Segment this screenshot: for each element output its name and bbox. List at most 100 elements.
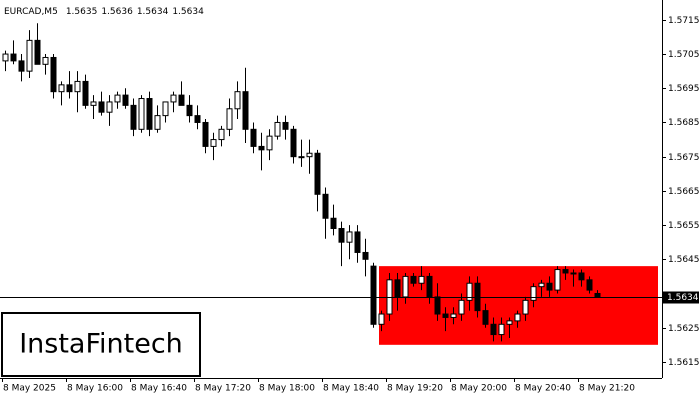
candle-body <box>2 53 9 62</box>
candle-body <box>106 101 113 113</box>
candle-body <box>338 228 345 243</box>
candle-body <box>66 84 73 93</box>
logo-box <box>1 312 201 377</box>
candle-body <box>186 104 193 117</box>
candle-body <box>234 91 241 110</box>
candle-body <box>570 272 577 275</box>
candle-body <box>282 121 289 130</box>
candle-body <box>530 286 537 301</box>
candle-body <box>322 193 329 219</box>
candle-body <box>90 101 97 106</box>
candle-body <box>194 115 201 123</box>
candle-body <box>482 310 489 325</box>
candle-body <box>370 265 377 325</box>
candle-body <box>18 60 25 72</box>
candle-body <box>10 53 17 62</box>
candle-body <box>162 101 169 117</box>
x-tick-label: 8 May 20:40 <box>515 384 571 394</box>
x-tick-label: 8 May 16:00 <box>67 384 123 394</box>
candle-body <box>210 139 217 147</box>
candle-body <box>386 279 393 315</box>
candle-body <box>154 115 161 130</box>
candle-body <box>490 323 497 336</box>
x-tick-label: 8 May 17:20 <box>195 384 251 394</box>
chart-title: EURCAD,M5 1.5635 1.5636 1.5634 1.5634 <box>4 7 204 17</box>
candle-body <box>98 101 105 113</box>
candle-body <box>26 39 33 72</box>
y-tick-label: 1.5695 <box>668 84 700 94</box>
candle-body <box>402 275 409 298</box>
candle-body <box>362 251 369 260</box>
candle-body <box>474 282 481 312</box>
symbol: EURCAD,M5 <box>4 7 58 17</box>
y-tick-label: 1.5655 <box>668 221 700 231</box>
x-tick-label: 8 May 2025 <box>3 384 56 394</box>
candle-body <box>578 272 585 281</box>
candle-body <box>434 296 441 315</box>
last-close: 1.5634 <box>172 7 204 17</box>
last-open: 1.5635 <box>66 7 98 17</box>
candle-body <box>130 104 137 130</box>
candle-body <box>170 94 177 103</box>
candle-body <box>306 152 313 158</box>
candle-body <box>410 275 417 284</box>
candle-body <box>442 313 449 318</box>
y-tick-label: 1.5715 <box>668 16 700 26</box>
candle-body <box>42 56 49 65</box>
logo: InstaFintech <box>19 329 183 360</box>
y-tick-label: 1.5615 <box>668 358 700 368</box>
y-tick-label: 1.5705 <box>668 50 700 60</box>
candle-body <box>514 313 521 322</box>
candle-body <box>298 156 305 159</box>
zone-layer <box>379 266 658 345</box>
candle-body <box>274 121 281 137</box>
candle-body <box>498 323 505 336</box>
candle-body <box>522 299 529 315</box>
candle-body <box>218 128 225 141</box>
candle-body <box>378 313 385 325</box>
candle-body <box>122 94 129 106</box>
price-label: 1.5634 <box>667 293 699 303</box>
candle-body <box>202 121 209 147</box>
candle-body <box>290 128 297 158</box>
candle-body <box>418 275 425 284</box>
y-tick-label: 1.5675 <box>668 153 700 163</box>
candle-body <box>546 282 553 291</box>
candle-body <box>506 320 513 325</box>
candle-body <box>562 269 569 274</box>
mark-layer <box>2 23 601 342</box>
candle-body <box>266 135 273 151</box>
candle-body <box>594 293 601 298</box>
candle-body <box>466 282 473 301</box>
candle-body <box>34 39 41 65</box>
y-tick-label: 1.5625 <box>668 324 700 334</box>
x-tick-label: 8 May 18:00 <box>259 384 315 394</box>
candle-body <box>114 94 121 103</box>
candle-body <box>426 275 433 298</box>
candle-body <box>394 279 401 298</box>
x-tick-label: 8 May 21:20 <box>579 384 635 394</box>
price-label-box <box>663 291 699 304</box>
candle-body <box>250 128 257 147</box>
y-tick-label: 1.5665 <box>668 187 700 197</box>
candle-body <box>242 91 249 130</box>
candle-body <box>178 94 185 106</box>
last-high: 1.5636 <box>101 7 133 17</box>
candle-body <box>146 98 153 130</box>
x-tick-label: 8 May 20:00 <box>451 384 507 394</box>
candle-body <box>330 217 337 230</box>
candle-body <box>346 231 353 243</box>
last-low: 1.5634 <box>137 7 169 17</box>
candle-body <box>82 80 89 106</box>
candle-body <box>450 313 457 318</box>
candle-body <box>314 152 321 195</box>
candle-body <box>458 299 465 315</box>
y-tick-label: 1.5685 <box>668 118 700 128</box>
candle-body <box>226 108 233 130</box>
candle-body <box>354 231 361 253</box>
candle-body <box>586 279 593 291</box>
candle-body <box>50 56 57 93</box>
candle-body <box>538 282 545 288</box>
x-tick-label: 8 May 16:40 <box>131 384 187 394</box>
